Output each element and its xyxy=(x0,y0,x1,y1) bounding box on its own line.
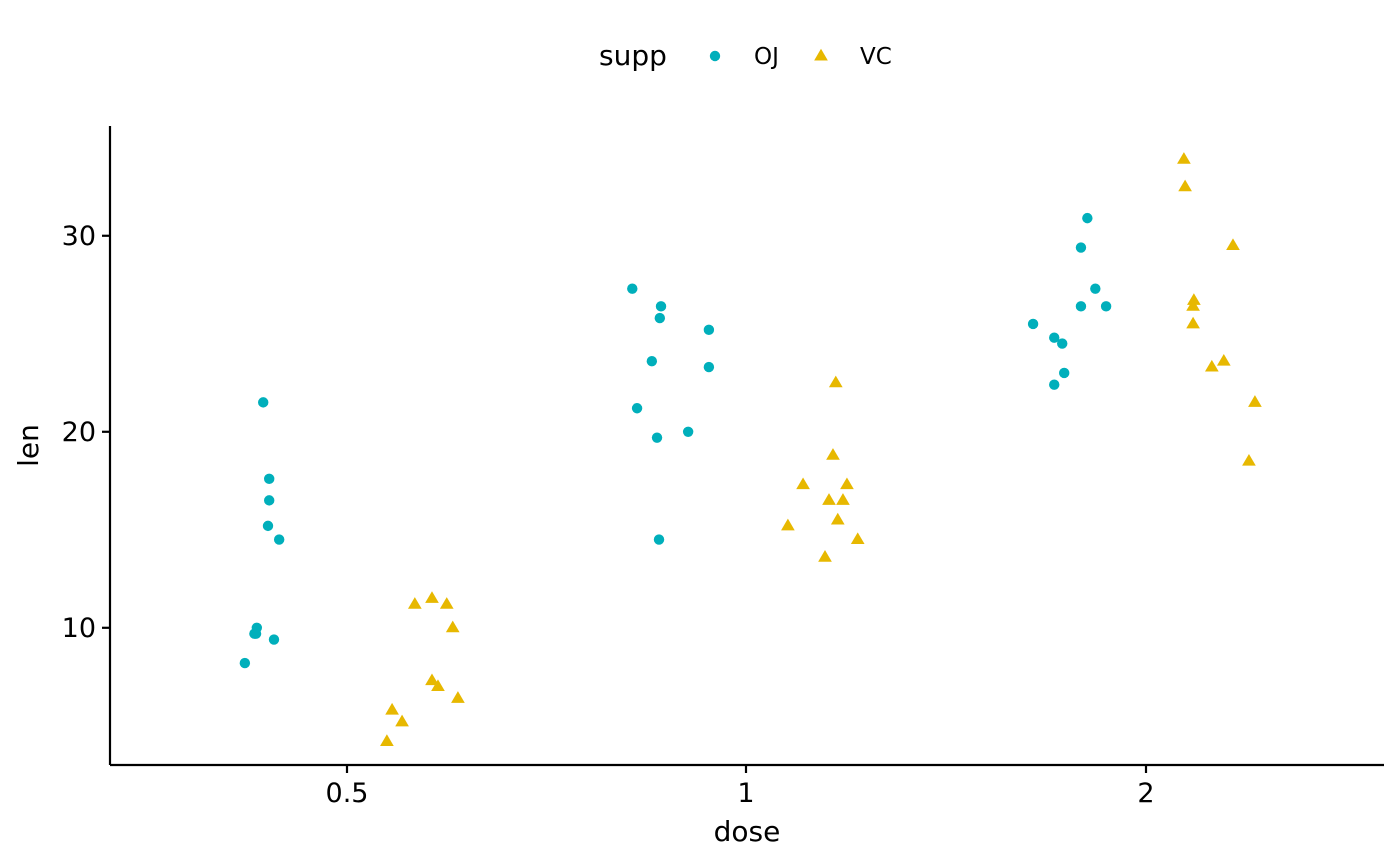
data-point-oj xyxy=(703,324,715,336)
data-point-vc xyxy=(822,493,836,505)
data-point-oj xyxy=(273,534,285,545)
y-axis-title: len xyxy=(12,424,45,467)
data-point-vc xyxy=(1178,179,1192,192)
data-point-oj xyxy=(1082,212,1093,224)
data-point-oj xyxy=(682,426,694,437)
data-point-vc xyxy=(425,673,439,686)
data-point-vc xyxy=(385,702,399,715)
data-point-vc xyxy=(451,691,465,703)
legend: supp OJ VC xyxy=(599,39,892,72)
data-point-vc xyxy=(445,620,460,633)
data-point-oj xyxy=(263,473,275,485)
data-point-oj xyxy=(654,312,666,324)
x-axis-title: dose xyxy=(714,815,781,848)
data-point-vc xyxy=(425,591,439,603)
data-point-oj xyxy=(646,356,658,367)
data-point-vc xyxy=(1187,293,1201,305)
data-point-vc xyxy=(1248,395,1262,407)
data-point-vc xyxy=(781,518,795,531)
x-tick-label: 0.5 xyxy=(326,778,369,809)
legend-label-vc: VC xyxy=(860,44,892,70)
data-point-vc xyxy=(431,679,445,692)
data-point-oj xyxy=(1049,379,1060,390)
x-tick-label: 2 xyxy=(1137,778,1154,809)
data-point-oj xyxy=(655,301,667,312)
data-point-vc xyxy=(830,512,845,525)
legend-title: supp xyxy=(599,39,667,72)
data-point-oj xyxy=(1100,301,1112,312)
data-point-vc xyxy=(1186,316,1200,329)
data-point-oj xyxy=(1059,367,1070,379)
y-axis-ticks: 10 20 30 xyxy=(62,221,110,644)
data-point-oj xyxy=(653,534,665,545)
data-point-vc xyxy=(1242,453,1256,466)
data-point-oj xyxy=(258,397,269,408)
data-point-oj xyxy=(268,634,280,645)
data-point-vc xyxy=(380,734,394,746)
axes: 10 20 30 0.5 1 2 dose len xyxy=(12,126,1384,848)
x-tick-label: 1 xyxy=(737,778,754,809)
data-point-oj xyxy=(1090,283,1101,294)
data-point-oj xyxy=(627,283,638,294)
data-point-oj xyxy=(703,361,715,373)
data-point-oj xyxy=(1027,318,1039,330)
y-tick-label: 20 xyxy=(62,417,96,448)
data-point-vc xyxy=(1204,359,1219,372)
data-point-vc xyxy=(1177,152,1191,164)
data-point-oj xyxy=(262,520,274,532)
data-point-vc xyxy=(1216,354,1231,366)
data-point-vc xyxy=(1186,299,1200,311)
data-point-vc xyxy=(850,532,865,545)
data-point-vc xyxy=(439,597,454,609)
data-point-vc xyxy=(796,477,810,490)
y-tick-label: 30 xyxy=(62,221,96,252)
y-tick-label: 10 xyxy=(62,613,96,644)
data-point-vc xyxy=(828,375,843,388)
data-point-oj xyxy=(651,432,663,443)
x-axis-ticks: 0.5 1 2 xyxy=(326,765,1155,809)
data-point-vc xyxy=(826,448,840,460)
data-point-vc xyxy=(407,597,422,609)
data-point-vc xyxy=(840,477,854,490)
legend-label-oj: OJ xyxy=(754,44,779,70)
data-point-vc xyxy=(1226,238,1240,251)
legend-key-oj xyxy=(709,50,721,62)
data-point-oj xyxy=(239,657,251,669)
data-point-oj xyxy=(1057,338,1068,349)
data-point-oj xyxy=(263,495,275,506)
data-point-oj xyxy=(631,403,643,414)
data-points xyxy=(239,152,1262,746)
data-point-vc xyxy=(818,550,832,562)
data-point-vc xyxy=(836,493,850,505)
data-point-oj xyxy=(1075,301,1087,312)
legend-key-vc xyxy=(814,48,828,61)
data-point-oj xyxy=(1049,332,1060,343)
data-point-vc xyxy=(395,714,409,727)
data-point-oj xyxy=(251,622,263,633)
data-point-oj xyxy=(1075,242,1087,253)
